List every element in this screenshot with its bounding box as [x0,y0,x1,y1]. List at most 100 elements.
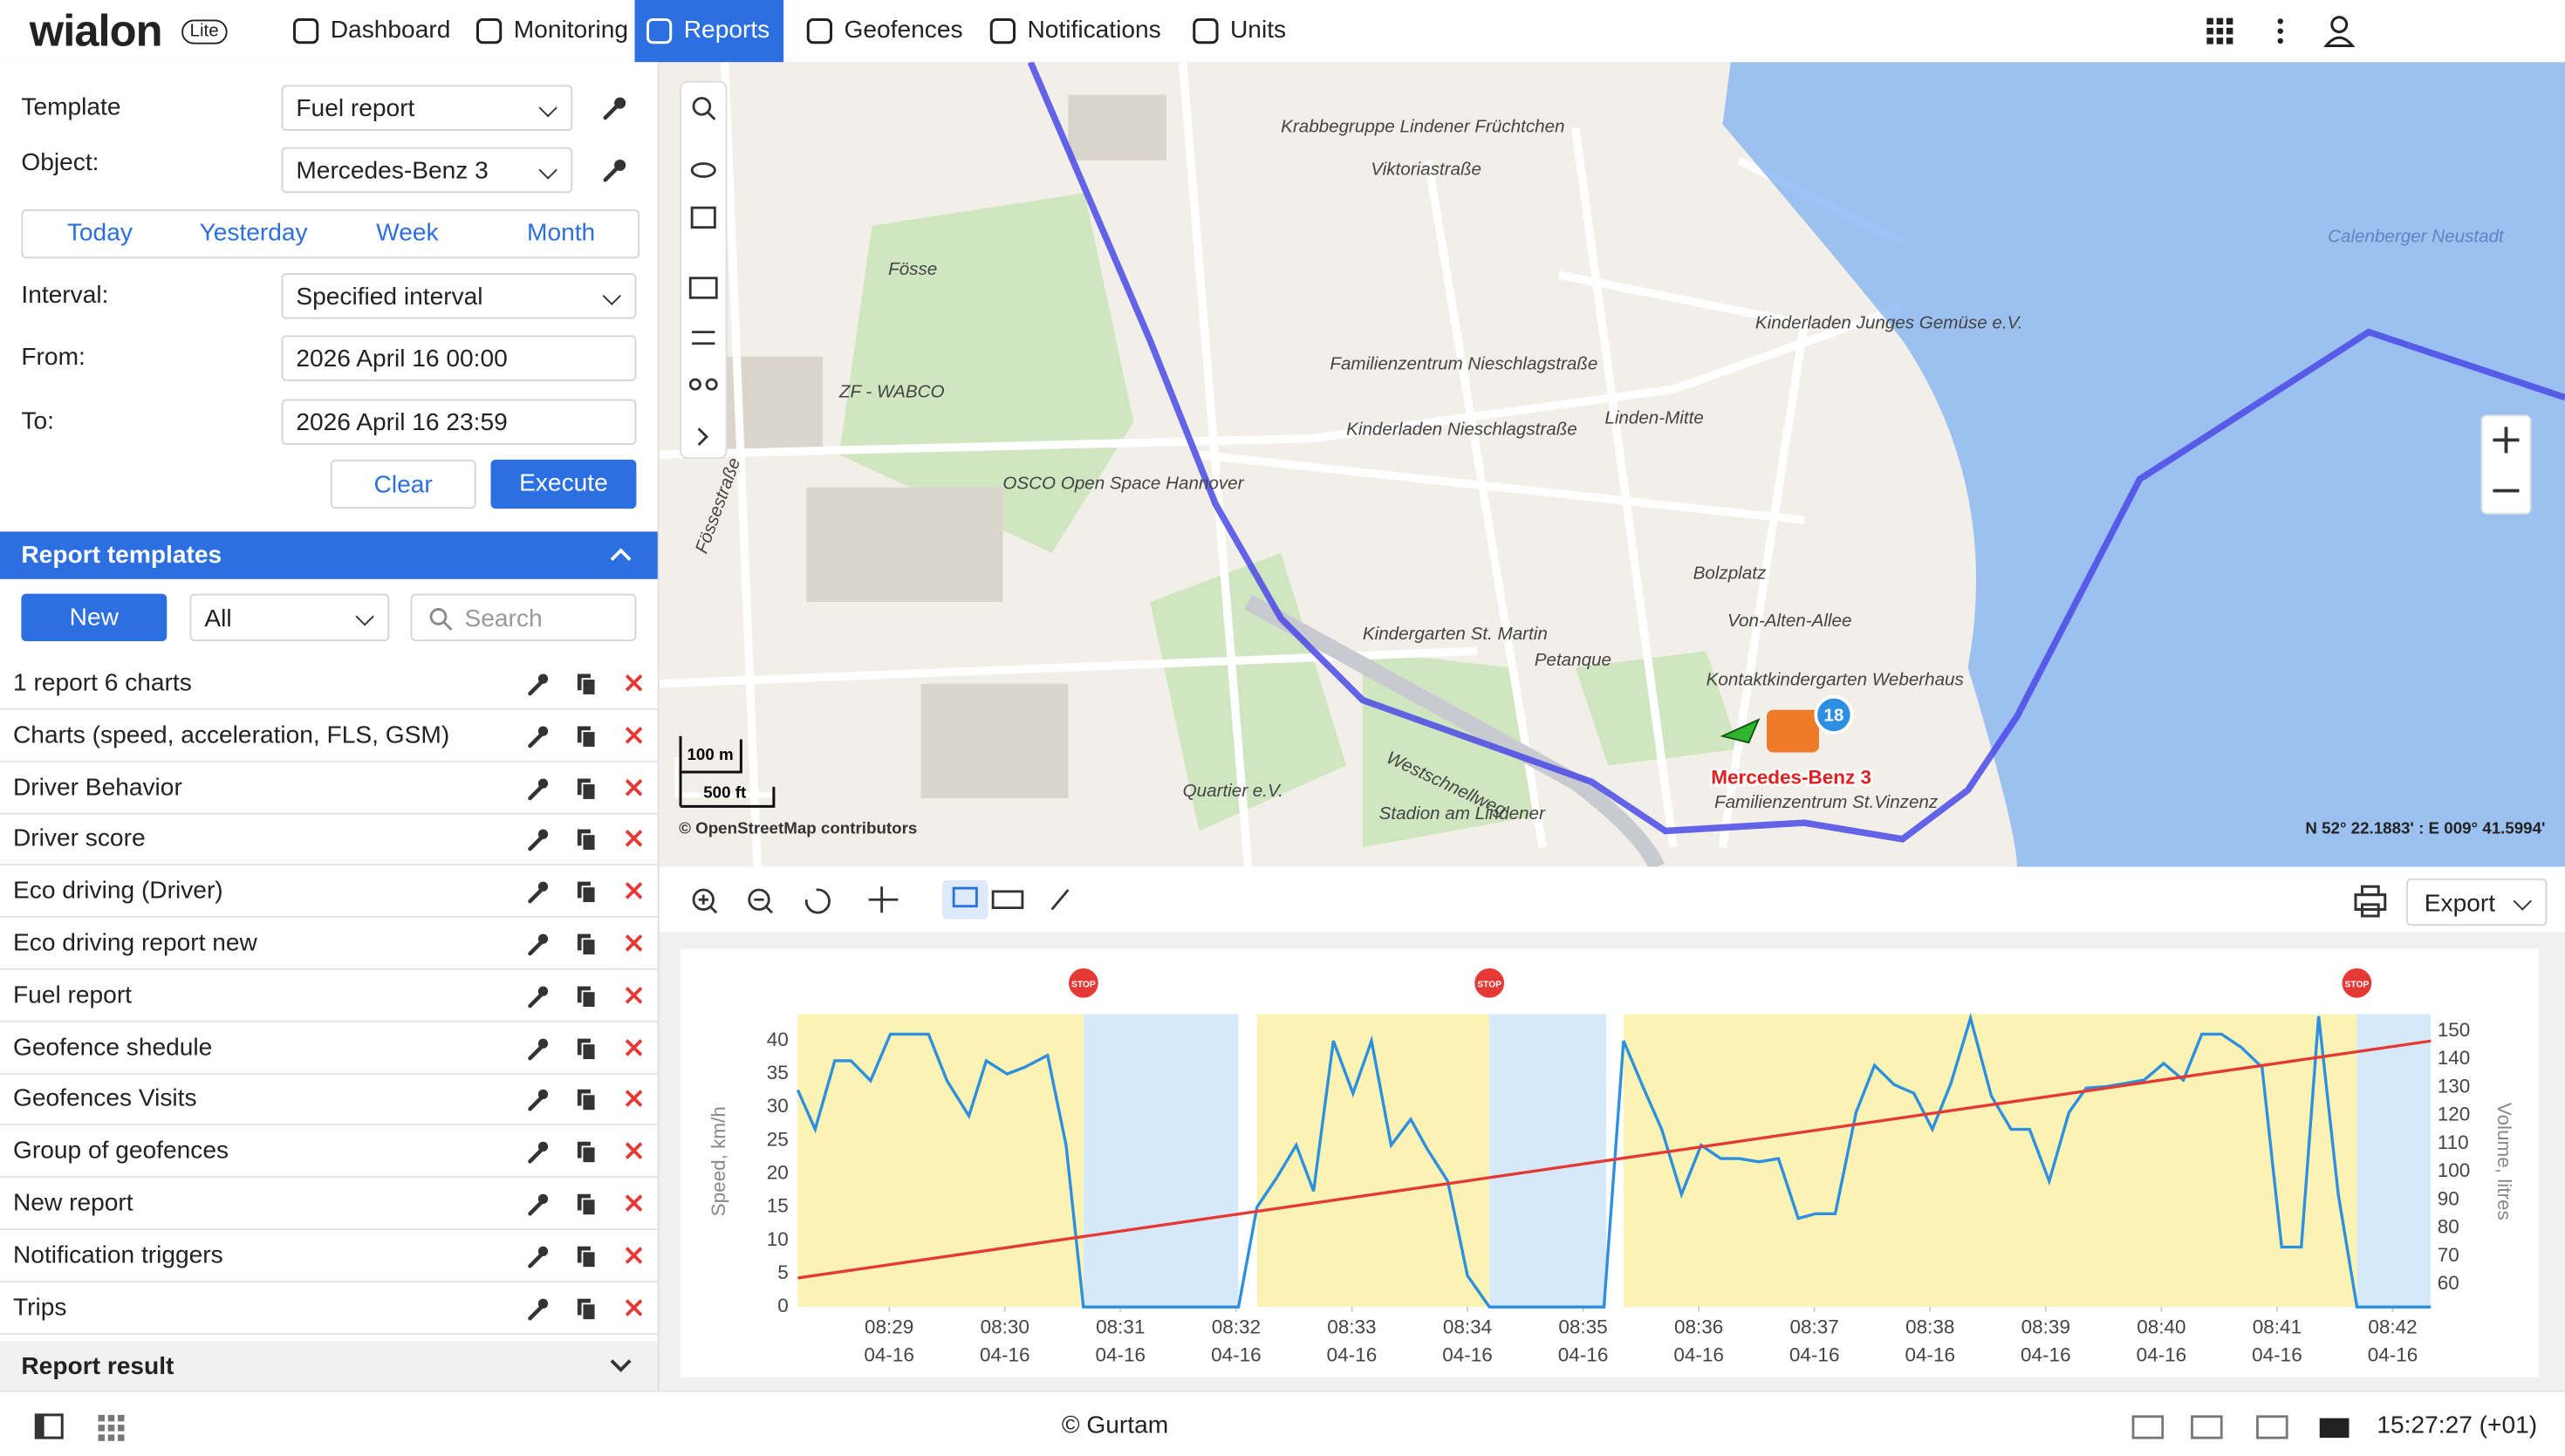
series-line [796,1012,2432,1309]
filter-select[interactable]: All [189,593,390,641]
scale-label: 500 ft [703,783,747,801]
template-name: Driver Behavior [13,773,182,801]
row-actions [528,777,643,801]
value: Fuel report [296,94,415,123]
nav-item[interactable]: Geofences [795,0,975,62]
edit-icon [537,986,549,996]
template-row[interactable]: Geofences Visits [0,1074,658,1126]
x-tick-label: 08:36 [1674,1316,1723,1337]
export-button[interactable]: Export [2406,878,2548,926]
y2-tick-label: 150 [2438,1019,2471,1041]
period-tab[interactable]: Month [527,219,596,248]
period-tab[interactable]: Week [376,219,439,248]
x-tick-date: 04-16 [980,1343,1030,1365]
to-input[interactable]: 2026 April 16 23:59 [281,399,637,445]
period-tabs: Today Yesterday Week Month [21,209,640,259]
icon-shape [806,18,832,44]
nav-item[interactable]: Reports [634,0,783,63]
search-input[interactable]: Search [410,593,637,641]
icon-shape [989,18,1016,44]
nav-icon [476,18,503,44]
nav-label: Units [1230,16,1287,44]
section-title: Report result [21,1352,174,1381]
row-actions [528,726,643,749]
nav-label: Notifications [1027,16,1161,44]
template-row[interactable]: Eco driving (Driver) [0,865,658,919]
nav-item[interactable]: Units [1181,0,1299,62]
map-label: Kontaktkindergarten Weberhaus [1707,669,1964,689]
delete-icon [625,778,643,796]
template-row[interactable]: 1 report 6 charts [0,658,658,710]
interval-band [1489,1014,1607,1308]
value: Mercedes-Benz 3 [296,157,489,185]
map-label: Familienzentrum St.Vinzenz [1714,792,1939,812]
nav-item[interactable]: Monitoring [465,0,642,62]
x-tick-date: 04-16 [1096,1343,1146,1365]
template-name: Eco driving report new [13,929,257,957]
x-tick-date: 04-16 [1211,1343,1262,1365]
template-row[interactable]: Driver Behavior [0,762,658,814]
templates-header[interactable]: Report templates [0,531,658,579]
logo: wialon [29,6,163,56]
interval-select[interactable]: Specified interval [281,273,637,319]
chart-tools[interactable] [675,879,1101,919]
copy-icon [581,885,597,905]
map-label: Stadion am Lindener [1379,803,1546,824]
template-row[interactable]: Group of geofences [0,1125,658,1179]
x-tick-label: 08:31 [1096,1316,1145,1337]
edit-icon [537,777,549,788]
x-tick-label: 08:39 [2021,1316,2070,1337]
edit-icon [537,933,549,944]
icon-shape [646,18,673,44]
template-row[interactable]: Notification triggers [0,1230,658,1282]
period-tab[interactable]: Yesterday [199,219,308,248]
icon-shape [1193,18,1219,44]
map-label: Linden-Mitte [1604,407,1703,427]
x-tick-date: 04-16 [2137,1343,2187,1365]
map-label: Kinderladen Junges Gemüse e.V. [1755,313,2023,333]
y-tick-label: 5 [777,1261,789,1283]
x-tick-label: 08:40 [2137,1316,2185,1337]
print-icon[interactable] [2350,884,2390,919]
delete-icon [625,986,643,1004]
x-tick-label: 08:41 [2253,1316,2302,1337]
map-label: ZF - WABCO [838,381,945,401]
new-button[interactable]: New [21,593,168,641]
template-row[interactable]: Driver score [0,814,658,866]
edit-icon [537,1246,549,1256]
map-tools[interactable] [680,80,728,459]
top-bar: wialon Lite Dashboard Monitoring Reports Ge… [0,0,2565,65]
y-tick-label: 15 [767,1195,789,1217]
copy-icon [581,1094,597,1112]
nav-item[interactable]: Dashboard [282,0,464,62]
from-input[interactable]: 2026 April 16 00:00 [281,335,637,381]
row-actions [528,830,643,852]
delete-icon [625,882,643,900]
edit-icon [537,1142,549,1152]
row-actions [528,1297,643,1321]
template-row[interactable]: Trips [0,1282,658,1335]
series-line [797,1039,2432,1280]
period-tab[interactable]: Today [66,219,133,248]
template-row[interactable]: New report [0,1178,658,1230]
execute-button[interactable]: Execute [490,459,637,509]
map[interactable]: 100 m 500 ft © OpenStreetMap contributor… [659,62,2565,867]
clear-button[interactable]: Clear [330,459,476,509]
copy-icon [581,1302,597,1321]
wrench-icons [603,97,626,182]
label: Template [21,92,121,121]
nav-item[interactable]: Notifications [978,0,1173,62]
template-row[interactable]: Geofence shedule [0,1022,658,1075]
coordinates: N 52° 22.1883' : E 009° 41.5994' [2305,819,2545,837]
template-select[interactable]: Fuel report [281,85,573,131]
template-row[interactable]: Charts (speed, acceleration, FLS, GSM) [0,709,658,762]
copy-icon [581,1198,597,1217]
footer: © Gurtam 15:27:27 (+01) [0,1390,2565,1456]
copyright: © Gurtam [1061,1412,1169,1439]
report-result-bar[interactable]: Report result [0,1341,658,1391]
y-tick-label: 40 [767,1029,789,1050]
template-row[interactable]: Fuel report [0,969,658,1022]
logo-badge: Lite [181,19,228,44]
template-row[interactable]: Eco driving report new [0,918,658,970]
object-select[interactable]: Mercedes-Benz 3 [281,147,573,194]
